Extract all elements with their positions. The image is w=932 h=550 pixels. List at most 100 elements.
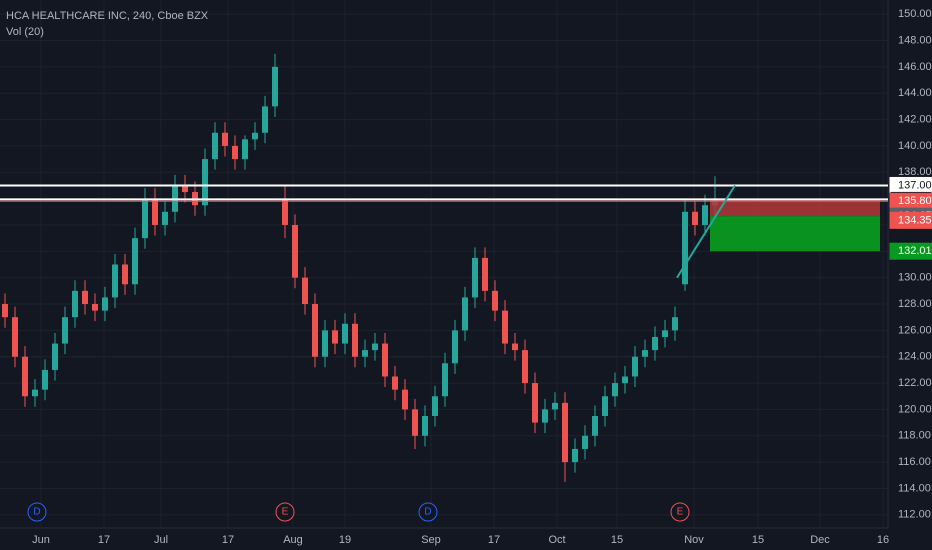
y-tick-label: 120.00	[898, 403, 932, 415]
x-tick-label: Aug	[283, 534, 303, 546]
x-tick-label: 19	[339, 534, 351, 546]
candle-body	[42, 369, 48, 390]
candle-body	[682, 211, 688, 285]
y-tick-label: 126.00	[898, 324, 932, 336]
target-zone	[710, 216, 880, 252]
candle-body	[22, 356, 28, 397]
candle-body	[132, 238, 138, 285]
y-tick-label: 124.00	[898, 351, 932, 363]
candle-body	[152, 198, 158, 225]
candle-body	[462, 297, 468, 331]
candle-body	[292, 224, 298, 278]
candle-body	[82, 290, 88, 305]
y-tick-label: 142.00	[898, 113, 932, 125]
candle-body	[612, 383, 618, 397]
price-label: 137.00	[898, 179, 932, 191]
candle-body	[242, 139, 248, 160]
candle-body	[432, 396, 438, 417]
candle-body	[262, 106, 268, 133]
candle-body	[692, 211, 698, 225]
candle-body	[652, 336, 658, 351]
candle-body	[122, 264, 128, 285]
x-tick-label: Oct	[548, 534, 565, 546]
candle-body	[72, 290, 78, 318]
candle-body	[632, 356, 638, 377]
candle-body	[102, 297, 108, 311]
x-tick-label: Jun	[32, 534, 50, 546]
candle-body	[212, 132, 218, 160]
y-tick-label: 140.00	[898, 140, 932, 152]
candle-body	[272, 66, 278, 107]
candle-body	[422, 416, 428, 436]
event-marker	[418, 502, 438, 522]
price-label-box	[889, 211, 932, 229]
y-tick-label: 118.00	[898, 430, 931, 442]
candle-body	[622, 376, 628, 384]
price-label: 132.01	[898, 245, 932, 257]
candle-body	[32, 389, 38, 397]
candle-body	[112, 264, 118, 298]
y-tick-label: 114.00	[898, 482, 931, 494]
y-tick-label: 144.00	[898, 87, 932, 99]
trendline	[676, 184, 736, 279]
y-tick-label: 148.00	[898, 34, 932, 46]
candle-body	[12, 317, 18, 357]
candle-body	[472, 257, 478, 298]
candle-body	[322, 330, 328, 357]
x-tick-label: Sep	[421, 534, 441, 546]
candle-body	[502, 310, 508, 344]
axes: 112.00 114.00 116.00 118.00 120.00 122.00 124.…	[27, 8, 932, 546]
candle-body	[522, 350, 528, 384]
candle-body	[482, 257, 488, 291]
candle-body	[382, 343, 388, 377]
x-tick-label: Dec	[810, 534, 830, 546]
candle-body	[232, 145, 238, 160]
x-tick-label: 16	[877, 534, 889, 546]
event-marker	[670, 502, 690, 522]
y-tick-label: 138.00	[898, 166, 932, 178]
y-tick-label: 122.00	[898, 377, 932, 389]
candle-body	[252, 132, 258, 140]
candle-body	[202, 159, 208, 206]
x-tick-label: 17	[98, 534, 110, 546]
price-label-box	[889, 242, 932, 260]
candle-body	[92, 304, 98, 311]
candle-body	[582, 435, 588, 449]
x-tick-label: 15	[752, 534, 764, 546]
candle-body	[282, 198, 288, 225]
candle-body	[162, 211, 168, 225]
x-tick-label: Nov	[684, 534, 704, 546]
event-label: E	[677, 507, 684, 518]
event-marker	[275, 502, 295, 522]
y-tick-label: 130.00	[898, 272, 932, 284]
stop-zone	[710, 199, 880, 217]
candle-body	[572, 448, 578, 463]
event-label: D	[424, 507, 431, 518]
candle-body	[512, 343, 518, 351]
candle-body	[182, 185, 188, 193]
candle-body	[662, 330, 668, 337]
candle-body	[602, 396, 608, 417]
event-label: D	[33, 507, 40, 518]
candle-body	[362, 350, 368, 357]
chart-title: HCA HEALTHCARE INC, 240, Cboe BZX	[6, 10, 209, 22]
y-tick-label: 116.00	[898, 456, 931, 468]
candle-body	[302, 277, 308, 305]
x-tick-label: Jul	[154, 534, 168, 546]
candle-body	[352, 323, 358, 357]
candle-body	[222, 132, 228, 146]
candle-body	[672, 317, 678, 331]
event-marker	[27, 502, 47, 522]
price-label: 135.80	[898, 195, 932, 207]
candle-body	[342, 323, 348, 344]
x-tick-label: 17	[488, 534, 500, 546]
candle-body	[442, 363, 448, 397]
event-label: E	[282, 507, 289, 518]
plot	[0, 53, 888, 482]
x-tick-label: 15	[611, 534, 623, 546]
y-tick-label: 150.00	[898, 8, 932, 20]
candle-body	[312, 304, 318, 357]
candle-body	[492, 290, 498, 311]
candle-body	[62, 317, 68, 344]
